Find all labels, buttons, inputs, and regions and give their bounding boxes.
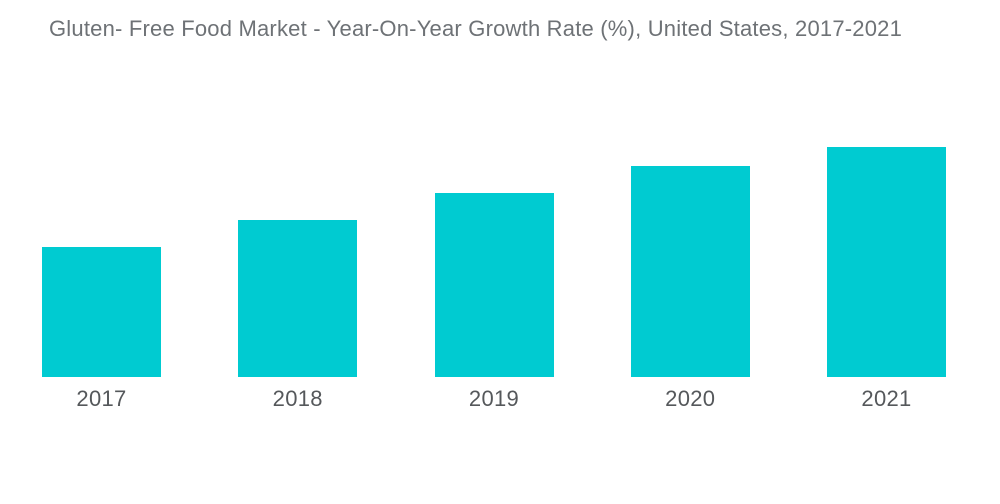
bar-2019 (434, 193, 554, 377)
bar-column-2018: 2018 (238, 147, 358, 411)
bar-2021 (827, 147, 946, 377)
bar-chart-plot-area: 2017 2018 2019 2020 2021 (42, 147, 946, 411)
bar-2017 (42, 247, 161, 377)
bar-column-2021: 2021 (827, 147, 946, 411)
bar-2018 (238, 220, 358, 377)
bar-column-2019: 2019 (434, 147, 554, 411)
x-axis-label-2018: 2018 (272, 386, 323, 411)
x-axis-label-2020: 2020 (665, 386, 716, 411)
bar-column-2020: 2020 (630, 147, 750, 411)
x-axis-label-2021: 2021 (861, 386, 912, 411)
x-axis-label-2019: 2019 (468, 386, 520, 411)
chart-title: Gluten- Free Food Market - Year-On-Year … (49, 16, 903, 41)
bar-2020 (630, 166, 750, 377)
x-axis-label-2017: 2017 (76, 386, 127, 411)
bar-column-2017: 2017 (42, 147, 161, 411)
